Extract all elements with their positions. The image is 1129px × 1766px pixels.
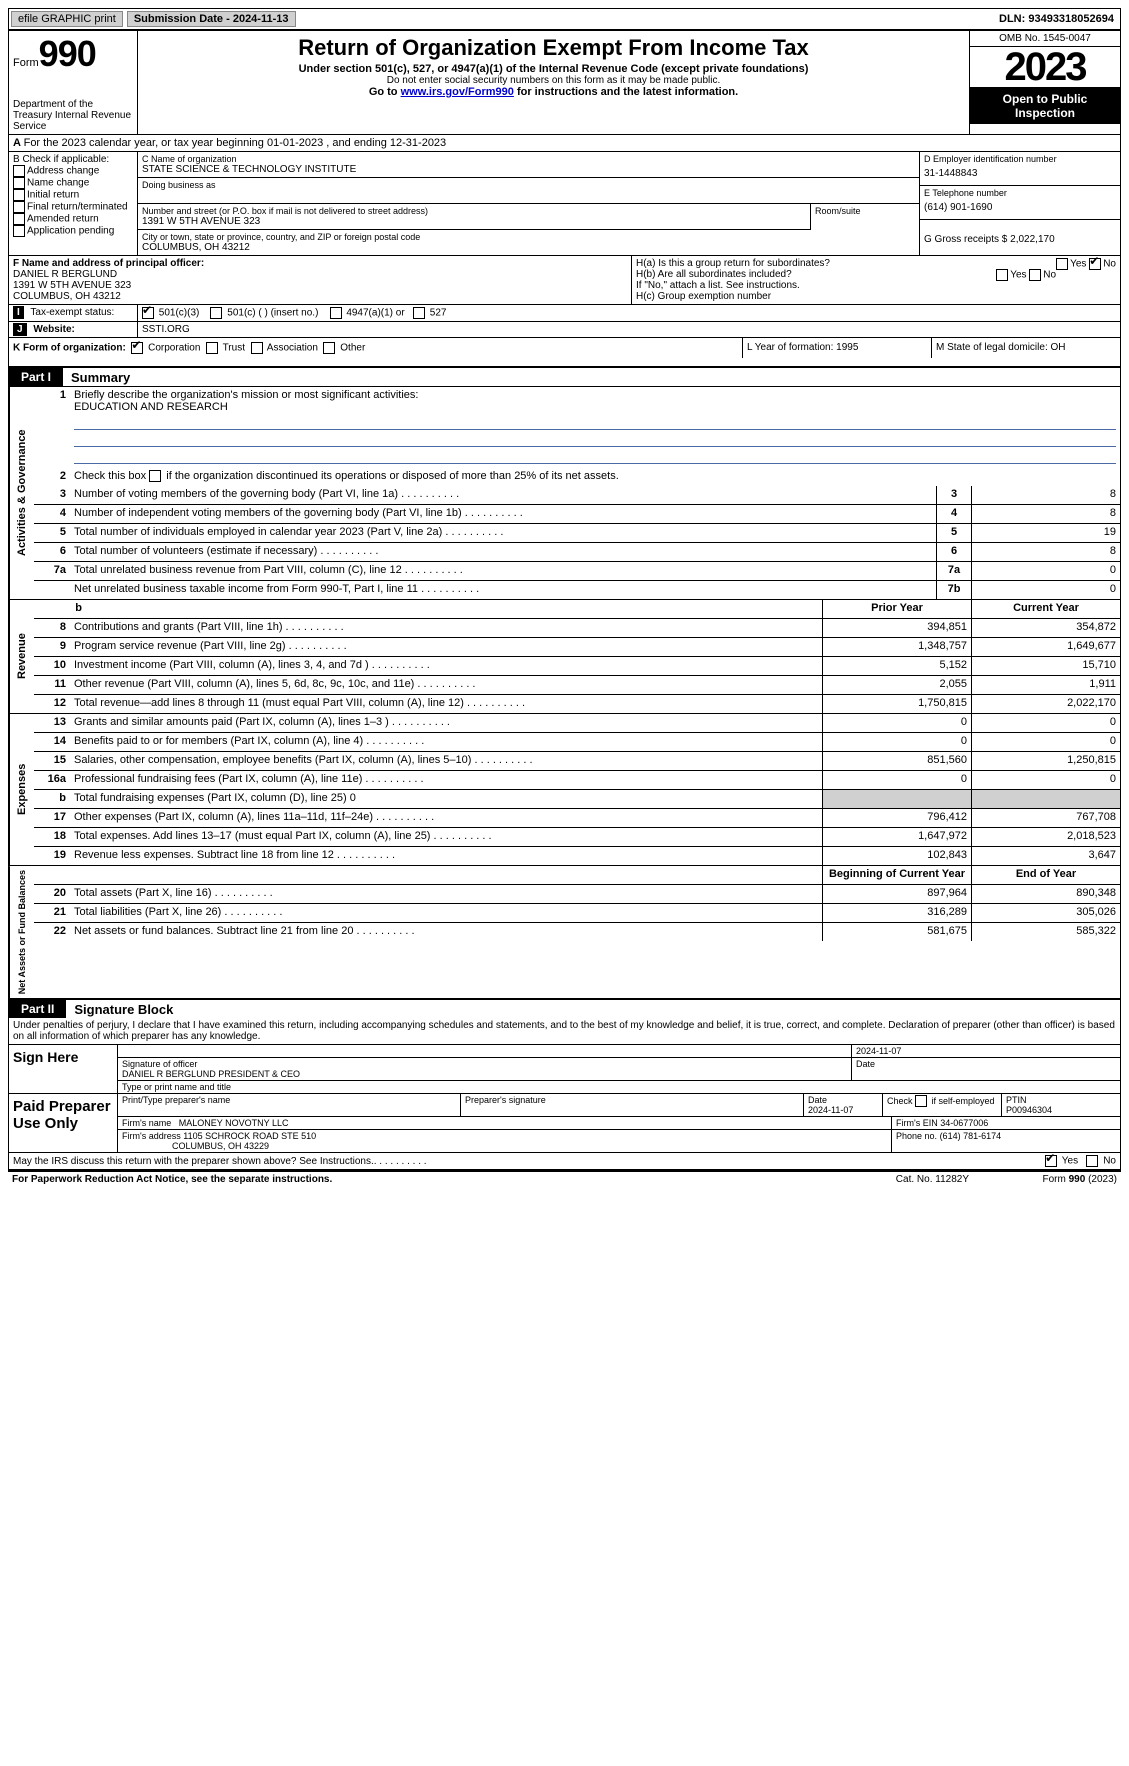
form-number: Form990 [13, 33, 133, 75]
part-1-header: Part I Summary [9, 366, 1120, 386]
year-formation: L Year of formation: 1995 [742, 338, 931, 358]
subtitle-code-section: Under section 501(c), 527, or 4947(a)(1)… [144, 63, 963, 75]
chk-application-pending[interactable]: Application pending [13, 225, 133, 237]
dba-cell: Doing business as [138, 178, 919, 204]
room-suite-cell: Room/suite [811, 204, 919, 230]
gov-row-6: 6Total number of volunteers (estimate if… [34, 543, 1120, 562]
chk-4947[interactable] [330, 307, 342, 319]
chk-discontinued[interactable] [149, 470, 161, 482]
chk-other[interactable] [323, 342, 335, 354]
telephone-cell: E Telephone number (614) 901-1690 [920, 186, 1120, 220]
chk-name-change[interactable]: Name change [13, 177, 133, 189]
rev-row-8: 8Contributions and grants (Part VIII, li… [34, 619, 1120, 638]
chk-address-change[interactable]: Address change [13, 165, 133, 177]
discuss-yes[interactable] [1045, 1155, 1057, 1167]
gross-receipts-cell: G Gross receipts $ 2,022,170 [920, 220, 1120, 247]
tab-revenue: Revenue [9, 600, 34, 713]
state-domicile: M State of legal domicile: OH [931, 338, 1120, 358]
exp-row-13: 13Grants and similar amounts paid (Part … [34, 714, 1120, 733]
form-title: Return of Organization Exempt From Incom… [144, 35, 963, 61]
chk-final-return[interactable]: Final return/terminated [13, 201, 133, 213]
form-header: Form990 Department of the Treasury Inter… [9, 31, 1120, 134]
exp-row-16a: 16aProfessional fundraising fees (Part I… [34, 771, 1120, 790]
gov-row-4: 4Number of independent voting members of… [34, 505, 1120, 524]
form-container: Form990 Department of the Treasury Inter… [8, 30, 1121, 1170]
chk-amended-return[interactable]: Amended return [13, 213, 133, 225]
paid-preparer-block: Paid Preparer Use Only Print/Type prepar… [9, 1093, 1120, 1152]
exp-row-b: bTotal fundraising expenses (Part IX, co… [34, 790, 1120, 809]
sign-here-block: Sign Here 2024-11-07 Signature of office… [9, 1044, 1120, 1093]
exp-row-14: 14Benefits paid to or for members (Part … [34, 733, 1120, 752]
exp-row-18: 18Total expenses. Add lines 13–17 (must … [34, 828, 1120, 847]
efile-print-button[interactable]: efile GRAPHIC print [11, 11, 123, 27]
net-row-22: 22Net assets or fund balances. Subtract … [34, 923, 1120, 941]
hb-yes[interactable] [996, 269, 1008, 281]
officer-name: DANIEL R BERGLUND PRESIDENT & CEO [122, 1069, 300, 1079]
chk-trust[interactable] [206, 342, 218, 354]
line-a-tax-year: A For the 2023 calendar year, or tax yea… [9, 134, 1120, 151]
website-value: SSTI.ORG [138, 322, 1120, 337]
dept-treasury: Department of the Treasury Internal Reve… [13, 99, 133, 132]
subtitle-ssn-warning: Do not enter social security numbers on … [144, 75, 963, 86]
gov-row-5: 5Total number of individuals employed in… [34, 524, 1120, 543]
revenue-header-row: b Prior Year Current Year [34, 600, 1120, 619]
chk-501c3[interactable] [142, 307, 154, 319]
tab-expenses: Expenses [9, 714, 34, 865]
open-to-public: Open to Public Inspection [970, 88, 1120, 124]
rev-row-11: 11Other revenue (Part VIII, column (A), … [34, 676, 1120, 695]
irs-link[interactable]: www.irs.gov/Form990 [401, 86, 514, 98]
org-name-cell: C Name of organization STATE SCIENCE & T… [138, 152, 919, 178]
chk-self-employed[interactable] [915, 1095, 927, 1107]
instructions-line: Go to www.irs.gov/Form990 for instructio… [144, 86, 963, 98]
chk-association[interactable] [251, 342, 263, 354]
group-return-block: H(a) Is this a group return for subordin… [632, 256, 1120, 304]
gov-row-3: 3Number of voting members of the governi… [34, 486, 1120, 505]
line-1-mission: Briefly describe the organization's miss… [70, 387, 1120, 468]
tax-year: 2023 [970, 47, 1120, 88]
top-bar: efile GRAPHIC print Submission Date - 20… [8, 8, 1121, 30]
chk-527[interactable] [413, 307, 425, 319]
gov-row-7a: 7aTotal unrelated business revenue from … [34, 562, 1120, 581]
street-cell: Number and street (or P.O. box if mail i… [138, 204, 811, 230]
exp-row-19: 19Revenue less expenses. Subtract line 1… [34, 847, 1120, 865]
column-b-checkboxes: B Check if applicable: Address change Na… [9, 152, 138, 255]
hb-no[interactable] [1029, 269, 1041, 281]
net-row-21: 21Total liabilities (Part X, line 26)316… [34, 904, 1120, 923]
cat-number: Cat. No. 11282Y [892, 1174, 973, 1185]
dln: DLN: 93493318052694 [999, 13, 1118, 25]
exp-row-17: 17Other expenses (Part IX, column (A), l… [34, 809, 1120, 828]
city-cell: City or town, state or province, country… [138, 230, 919, 255]
chk-corporation[interactable] [131, 342, 143, 354]
ha-yes[interactable] [1056, 258, 1068, 270]
chk-initial-return[interactable]: Initial return [13, 189, 133, 201]
rev-row-10: 10Investment income (Part VIII, column (… [34, 657, 1120, 676]
penalties-declaration: Under penalties of perjury, I declare th… [9, 1018, 1120, 1044]
discuss-row: May the IRS discuss this return with the… [9, 1152, 1120, 1169]
ein-cell: D Employer identification number 31-1448… [920, 152, 1120, 186]
line-2-discontinued: Check this box if the organization disco… [70, 468, 1120, 486]
submission-date: Submission Date - 2024-11-13 [127, 11, 296, 27]
rev-row-9: 9Program service revenue (Part VIII, lin… [34, 638, 1120, 657]
exp-row-15: 15Salaries, other compensation, employee… [34, 752, 1120, 771]
discuss-no[interactable] [1086, 1155, 1098, 1167]
row-i-tax-status: I Tax-exempt status: 501(c)(3) 501(c) ( … [9, 304, 1120, 321]
row-k-form-of-org: K Form of organization: Corporation Trus… [9, 337, 1120, 358]
rev-row-12: 12Total revenue—add lines 8 through 11 (… [34, 695, 1120, 713]
principal-officer: F Name and address of principal officer:… [9, 256, 632, 304]
ha-no[interactable] [1089, 258, 1101, 270]
net-header-row: Beginning of Current Year End of Year [34, 866, 1120, 885]
tab-activities-governance: Activities & Governance [9, 387, 34, 599]
chk-501c[interactable] [210, 307, 222, 319]
part-2-header: Part II Signature Block [9, 998, 1120, 1018]
tab-net-assets: Net Assets or Fund Balances [9, 866, 34, 998]
gov-row-7b: Net unrelated business taxable income fr… [34, 581, 1120, 599]
row-j-website: J Website: SSTI.ORG [9, 321, 1120, 337]
net-row-20: 20Total assets (Part X, line 16)897,9648… [34, 885, 1120, 904]
bottom-line: For Paperwork Reduction Act Notice, see … [8, 1170, 1121, 1187]
